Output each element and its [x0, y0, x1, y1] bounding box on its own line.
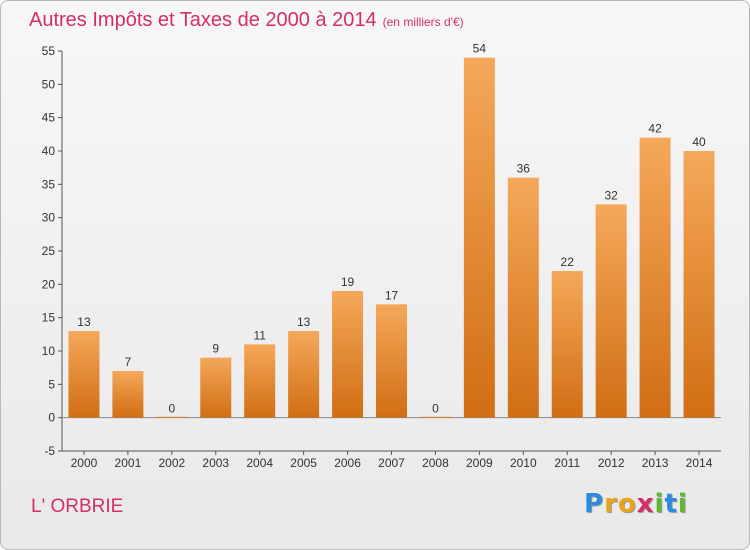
bar	[551, 271, 583, 418]
logo-letter: r	[604, 489, 618, 519]
data-label: 11	[253, 328, 266, 342]
y-tick-label: 25	[42, 244, 56, 258]
data-label: 22	[561, 255, 575, 269]
bar	[507, 177, 539, 418]
logo-letter: o	[617, 489, 637, 519]
logo-letter: i	[654, 489, 665, 519]
logo-letter: t	[664, 489, 678, 519]
bar	[376, 304, 407, 418]
data-label: 13	[77, 315, 91, 329]
data-label: 17	[385, 288, 399, 302]
bar	[595, 204, 627, 418]
x-tick-label: 2013	[642, 456, 669, 470]
x-tick-label: 2005	[290, 456, 317, 470]
y-tick-label: 30	[42, 211, 56, 225]
bar	[156, 416, 188, 418]
logo-letter: P	[584, 489, 605, 519]
bar	[288, 331, 320, 418]
y-tick-label: 0	[48, 411, 55, 425]
y-tick-label: 55	[42, 44, 56, 58]
logo-letter: x	[636, 489, 655, 519]
y-tick-label: 10	[42, 344, 56, 358]
x-tick-label: 2001	[115, 456, 142, 470]
y-tick-label: 40	[42, 144, 56, 158]
bar	[332, 291, 364, 418]
data-label: 19	[341, 275, 355, 289]
data-label: 54	[473, 42, 487, 56]
x-tick-label: 2011	[554, 456, 580, 470]
x-tick-label: 2010	[510, 456, 537, 470]
bar	[639, 137, 671, 418]
data-label: 9	[212, 342, 219, 356]
x-tick-label: 2008	[422, 456, 449, 470]
y-tick-label: -5	[44, 444, 55, 458]
x-tick-label: 2003	[202, 456, 229, 470]
x-tick-label: 2000	[71, 456, 98, 470]
commune-name: L' ORBRIE	[31, 496, 124, 517]
data-label: 0	[432, 402, 439, 416]
x-tick-label: 2009	[466, 456, 493, 470]
bar	[419, 416, 451, 418]
y-tick-label: 20	[42, 277, 56, 291]
bar	[68, 331, 100, 418]
x-tick-label: 2006	[334, 456, 361, 470]
bar	[200, 357, 232, 418]
x-tick-label: 2012	[598, 456, 625, 470]
data-label: 42	[648, 122, 662, 136]
x-tick-label: 2014	[686, 456, 713, 470]
chart-subtitle: (en milliers d'€)	[382, 15, 464, 29]
bar	[244, 344, 276, 418]
proxiti-logo: Proxiti	[584, 489, 688, 519]
y-tick-label: 5	[48, 377, 55, 391]
bar	[112, 371, 144, 418]
x-tick-label: 2007	[378, 456, 405, 470]
bar	[463, 57, 495, 418]
chart-title: Autres Impôts et Taxes de 2000 à 2014 (en…	[29, 9, 464, 31]
y-tick-label: 15	[42, 311, 56, 325]
data-label: 13	[297, 315, 311, 329]
data-label: 36	[517, 162, 531, 176]
y-tick-label: 45	[42, 111, 56, 125]
y-tick-label: 50	[42, 77, 56, 91]
x-tick-label: 2002	[158, 456, 185, 470]
data-label: 40	[692, 135, 706, 149]
bar	[683, 151, 715, 418]
data-label: 7	[125, 355, 132, 369]
logo-letter: i	[677, 489, 688, 519]
data-label: 0	[168, 402, 175, 416]
data-label: 32	[604, 188, 618, 202]
y-tick-label: 35	[42, 177, 56, 191]
x-tick-label: 2004	[246, 456, 273, 470]
